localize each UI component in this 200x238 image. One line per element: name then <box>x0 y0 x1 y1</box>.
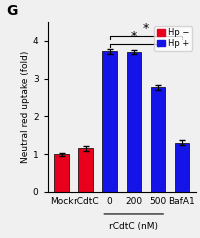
Bar <box>127 52 141 192</box>
Bar <box>102 51 117 192</box>
Bar <box>78 149 93 192</box>
Legend: Hp −, Hp +: Hp −, Hp + <box>154 26 192 51</box>
Text: *: * <box>143 22 149 35</box>
Text: rCdtC (nM): rCdtC (nM) <box>109 223 158 231</box>
Text: *: * <box>131 30 137 43</box>
Bar <box>151 87 165 192</box>
Text: G: G <box>6 5 17 18</box>
Bar <box>175 143 189 192</box>
Y-axis label: Neutral red uptake (fold): Neutral red uptake (fold) <box>21 51 30 163</box>
Bar <box>54 154 69 192</box>
